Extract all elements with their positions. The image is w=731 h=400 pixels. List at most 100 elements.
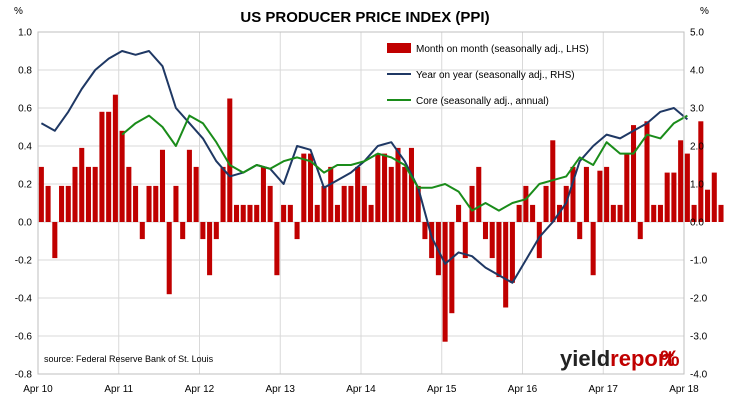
mom-bar	[415, 185, 421, 222]
mom-bar	[429, 222, 435, 259]
mom-bar	[657, 204, 663, 222]
mom-bar	[267, 185, 273, 222]
mom-bar	[126, 166, 132, 222]
mom-bar	[449, 222, 455, 314]
x-tick-label: Apr 12	[185, 384, 215, 395]
mom-bar	[328, 166, 334, 222]
chart-title: US PRODUCER PRICE INDEX (PPI)	[240, 9, 489, 26]
mom-bar	[590, 222, 596, 276]
mom-bar	[530, 204, 536, 222]
x-tick-label: Apr 13	[266, 384, 296, 395]
mom-bar	[624, 153, 630, 222]
mom-bar	[691, 204, 697, 222]
mom-bar	[684, 153, 690, 222]
mom-bar	[166, 222, 172, 295]
mom-bar	[220, 166, 226, 222]
mom-bar	[146, 185, 152, 222]
right-tick-label: -1.0	[690, 256, 708, 267]
mom-bar	[106, 111, 112, 222]
mom-bar	[193, 166, 199, 222]
left-tick-label: 0.6	[18, 104, 32, 115]
source-note: source: Federal Reserve Bank of St. Loui…	[44, 354, 214, 364]
mom-bar	[133, 185, 139, 222]
mom-bar	[200, 222, 206, 240]
mom-bar	[59, 185, 65, 222]
mom-bar	[213, 222, 219, 240]
mom-bar	[503, 222, 509, 308]
right-tick-label: -4.0	[690, 370, 708, 381]
mom-bar	[314, 204, 320, 222]
mom-bar	[274, 222, 280, 276]
mom-bar	[341, 185, 347, 222]
mom-bar	[348, 185, 354, 222]
x-tick-label: Apr 10	[23, 384, 53, 395]
mom-bar	[644, 121, 650, 222]
right-tick-label: -3.0	[690, 332, 708, 343]
x-tick-label: Apr 11	[104, 384, 133, 395]
brand-word-yield: yield	[560, 346, 610, 371]
brand-word-report: report	[610, 346, 674, 371]
mom-bar	[321, 185, 327, 222]
mom-bar	[173, 185, 179, 222]
mom-bar	[718, 204, 724, 222]
mom-bar	[92, 166, 98, 222]
mom-bar	[597, 170, 603, 222]
mom-bar	[469, 185, 475, 222]
mom-bar	[698, 121, 704, 222]
mom-bar	[476, 166, 482, 222]
mom-bar	[334, 204, 340, 222]
left-tick-label: 0.2	[18, 180, 32, 191]
mom-bar	[664, 172, 670, 222]
mom-bar	[240, 204, 246, 222]
mom-bar	[422, 222, 428, 240]
mom-bars	[38, 94, 724, 342]
mom-bar	[388, 166, 394, 222]
mom-bar	[287, 204, 293, 222]
mom-bar	[294, 222, 300, 240]
mom-bar	[99, 111, 105, 222]
mom-bar	[65, 185, 71, 222]
mom-bar	[489, 222, 495, 259]
mom-bar	[442, 222, 448, 342]
core-line	[121, 114, 688, 212]
mom-bar	[402, 166, 408, 222]
mom-bar	[496, 222, 502, 278]
x-tick-label: Apr 15	[427, 384, 457, 395]
mom-bar	[159, 149, 166, 222]
left-tick-label: 0.4	[18, 142, 32, 153]
mom-bar	[247, 204, 253, 222]
mom-bar	[355, 166, 361, 222]
legend-label-yoy: Year on year (seasonally adj., RHS)	[416, 70, 575, 81]
x-tick-label: Apr 16	[508, 384, 538, 395]
legend-label-mom: Month on month (seasonally adj., LHS)	[416, 44, 589, 55]
mom-bar	[516, 204, 522, 222]
right-tick-label: 2.0	[690, 142, 704, 153]
brand-logo: yieldreport %	[560, 346, 680, 371]
mom-bar	[281, 204, 287, 222]
mom-bar	[112, 94, 118, 222]
mom-bar	[361, 185, 367, 222]
right-tick-label: 4.0	[690, 66, 704, 77]
mom-bar	[308, 153, 314, 222]
mom-bar	[610, 204, 616, 222]
mom-bar	[523, 185, 529, 222]
yoy-line	[40, 50, 689, 284]
x-tick-label: Apr 14	[346, 384, 376, 395]
x-tick-label: Apr 18	[669, 384, 699, 395]
mom-bar	[382, 153, 388, 222]
mom-bar	[671, 172, 677, 222]
mom-bar	[678, 140, 684, 222]
x-tick-label: Apr 17	[589, 384, 619, 395]
mom-bar	[583, 166, 589, 222]
right-unit-label: %	[700, 6, 709, 17]
mom-bar	[577, 222, 583, 240]
right-tick-label: 0.0	[690, 218, 704, 229]
mom-bar	[651, 204, 657, 222]
mom-bar	[705, 189, 711, 222]
legend-label-core: Core (seasonally adj., annual)	[416, 96, 549, 107]
mom-bar	[227, 98, 233, 222]
mom-bar	[119, 130, 125, 222]
series-lines	[40, 50, 689, 284]
right-tick-label: 1.0	[690, 180, 704, 191]
